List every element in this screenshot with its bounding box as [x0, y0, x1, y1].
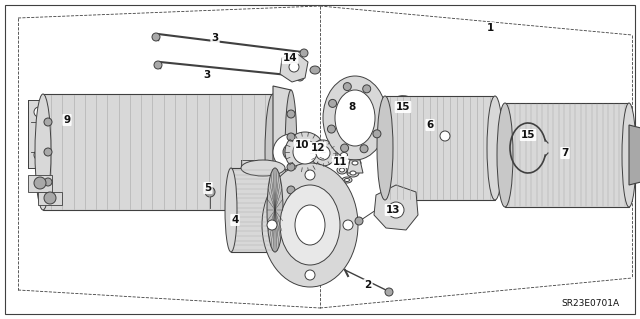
Circle shape: [363, 85, 371, 93]
Polygon shape: [43, 94, 273, 210]
Polygon shape: [28, 175, 52, 192]
Circle shape: [340, 144, 349, 152]
Text: 8: 8: [348, 102, 356, 112]
Text: 5: 5: [204, 183, 212, 193]
Polygon shape: [28, 100, 50, 168]
Ellipse shape: [350, 171, 356, 175]
Text: 3: 3: [211, 33, 219, 43]
Ellipse shape: [285, 90, 297, 214]
Text: 10: 10: [295, 140, 309, 150]
Ellipse shape: [267, 168, 283, 252]
Ellipse shape: [262, 163, 358, 287]
Polygon shape: [280, 52, 308, 82]
Circle shape: [305, 270, 315, 280]
Circle shape: [287, 163, 295, 171]
Text: 15: 15: [396, 102, 410, 112]
Ellipse shape: [622, 103, 636, 207]
Circle shape: [44, 178, 52, 186]
Text: 9: 9: [63, 115, 70, 125]
Ellipse shape: [352, 161, 358, 165]
Circle shape: [152, 33, 160, 41]
Ellipse shape: [225, 168, 237, 252]
Circle shape: [300, 49, 308, 57]
Ellipse shape: [342, 177, 352, 183]
Circle shape: [440, 131, 450, 141]
Circle shape: [296, 73, 304, 81]
Ellipse shape: [497, 103, 513, 207]
Ellipse shape: [323, 76, 387, 160]
Circle shape: [289, 62, 299, 72]
Ellipse shape: [340, 152, 348, 158]
Ellipse shape: [310, 140, 336, 166]
Circle shape: [44, 118, 52, 126]
Ellipse shape: [35, 94, 51, 210]
Circle shape: [373, 130, 381, 138]
Circle shape: [360, 145, 368, 153]
Ellipse shape: [335, 90, 375, 146]
Circle shape: [328, 100, 337, 108]
Text: 13: 13: [386, 205, 400, 215]
Polygon shape: [52, 95, 105, 180]
Circle shape: [154, 61, 162, 69]
Ellipse shape: [337, 150, 351, 160]
Polygon shape: [374, 185, 418, 230]
Circle shape: [305, 170, 315, 180]
Ellipse shape: [241, 160, 285, 176]
Text: 15: 15: [521, 130, 535, 140]
Circle shape: [34, 107, 44, 117]
Circle shape: [287, 133, 295, 141]
Polygon shape: [231, 168, 275, 252]
Circle shape: [44, 148, 52, 156]
Ellipse shape: [295, 205, 325, 245]
Ellipse shape: [316, 146, 330, 160]
Polygon shape: [347, 160, 363, 173]
Ellipse shape: [339, 168, 344, 172]
Text: 11: 11: [333, 157, 348, 167]
Text: 12: 12: [311, 143, 325, 153]
Ellipse shape: [344, 179, 349, 182]
Circle shape: [287, 110, 295, 118]
Circle shape: [34, 177, 46, 189]
Polygon shape: [273, 86, 291, 218]
Circle shape: [34, 150, 44, 160]
Circle shape: [394, 144, 402, 152]
Circle shape: [287, 186, 295, 194]
Circle shape: [355, 217, 363, 225]
Text: 14: 14: [283, 53, 298, 63]
Ellipse shape: [337, 166, 347, 174]
Circle shape: [267, 220, 277, 230]
Ellipse shape: [347, 169, 359, 177]
Ellipse shape: [487, 96, 503, 200]
Text: 4: 4: [231, 215, 239, 225]
Ellipse shape: [293, 140, 317, 164]
Ellipse shape: [377, 96, 393, 200]
Ellipse shape: [285, 132, 325, 172]
Polygon shape: [505, 103, 629, 207]
Ellipse shape: [265, 94, 281, 210]
Circle shape: [385, 288, 393, 296]
Circle shape: [343, 83, 351, 91]
Text: 7: 7: [561, 148, 569, 158]
Ellipse shape: [310, 66, 320, 74]
Text: SR23E0701A: SR23E0701A: [562, 299, 620, 308]
Circle shape: [343, 220, 353, 230]
Text: 1: 1: [486, 23, 493, 33]
Ellipse shape: [349, 159, 361, 167]
Circle shape: [205, 187, 215, 197]
Text: 6: 6: [426, 120, 434, 130]
Ellipse shape: [280, 185, 340, 265]
Polygon shape: [629, 125, 640, 185]
Polygon shape: [385, 96, 495, 200]
Circle shape: [388, 202, 404, 218]
Circle shape: [273, 134, 309, 170]
Circle shape: [283, 144, 299, 160]
Circle shape: [328, 125, 335, 133]
Text: 2: 2: [364, 280, 372, 290]
Circle shape: [44, 192, 56, 204]
Text: 3: 3: [204, 70, 211, 80]
Polygon shape: [38, 192, 62, 205]
